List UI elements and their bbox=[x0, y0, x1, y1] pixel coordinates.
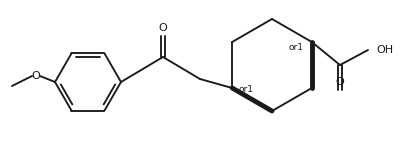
Text: OH: OH bbox=[375, 45, 392, 55]
Text: or1: or1 bbox=[238, 86, 253, 95]
Text: O: O bbox=[335, 77, 344, 87]
Text: O: O bbox=[158, 23, 167, 33]
Text: or1: or1 bbox=[288, 42, 303, 52]
Text: O: O bbox=[32, 71, 40, 81]
